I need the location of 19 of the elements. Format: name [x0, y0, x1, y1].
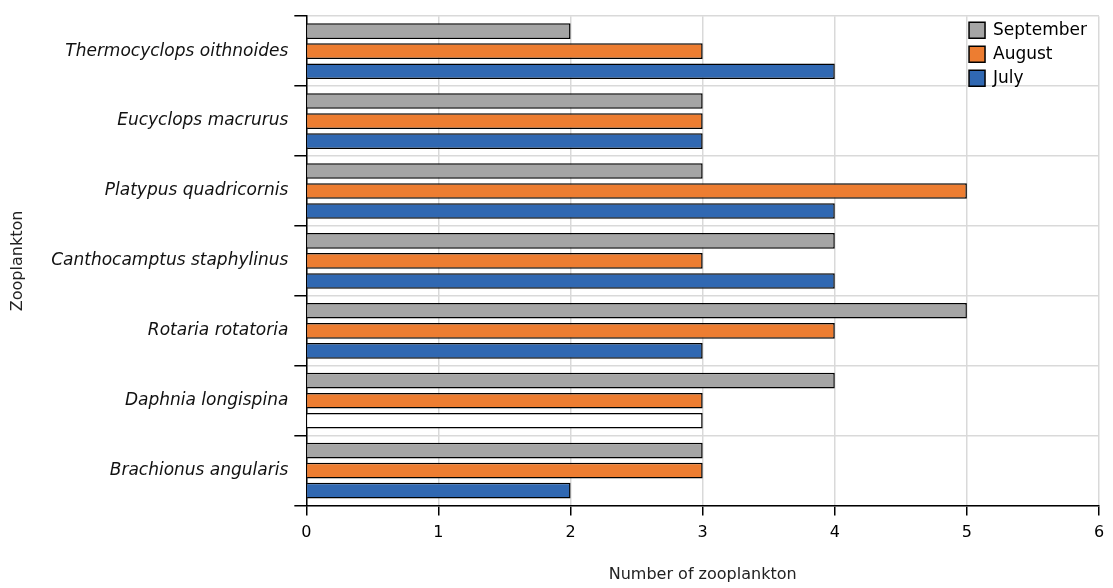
- y-tick-label: Canthocamptus staphylinus: [51, 249, 289, 270]
- y-axis-title: Zooplankton: [6, 210, 26, 312]
- x-tick-label: 3: [697, 522, 708, 542]
- legend-label: July: [992, 66, 1024, 87]
- y-tick-label: Rotaria rotatoria: [147, 319, 289, 340]
- x-tick-label: 1: [433, 522, 444, 542]
- x-tick-label: 5: [961, 522, 972, 542]
- x-tick-label: 2: [565, 522, 576, 542]
- y-tick-label: Brachionus angularis: [109, 459, 289, 480]
- legend-label: August: [993, 42, 1053, 63]
- x-tick-label: 6: [1093, 522, 1105, 542]
- x-tick-label: 4: [829, 522, 840, 542]
- y-tick-label: Thermocyclops oithnoides: [65, 39, 289, 60]
- y-tick-label: Daphnia longispina: [124, 389, 289, 410]
- y-tick-label: Eucyclops macrurus: [117, 109, 289, 130]
- x-axis-title: Number of zooplankton: [608, 563, 797, 583]
- x-tick-label: 0: [301, 522, 312, 542]
- legend-label: September: [993, 18, 1088, 39]
- y-tick-label: Platypus quadricornis: [104, 179, 289, 200]
